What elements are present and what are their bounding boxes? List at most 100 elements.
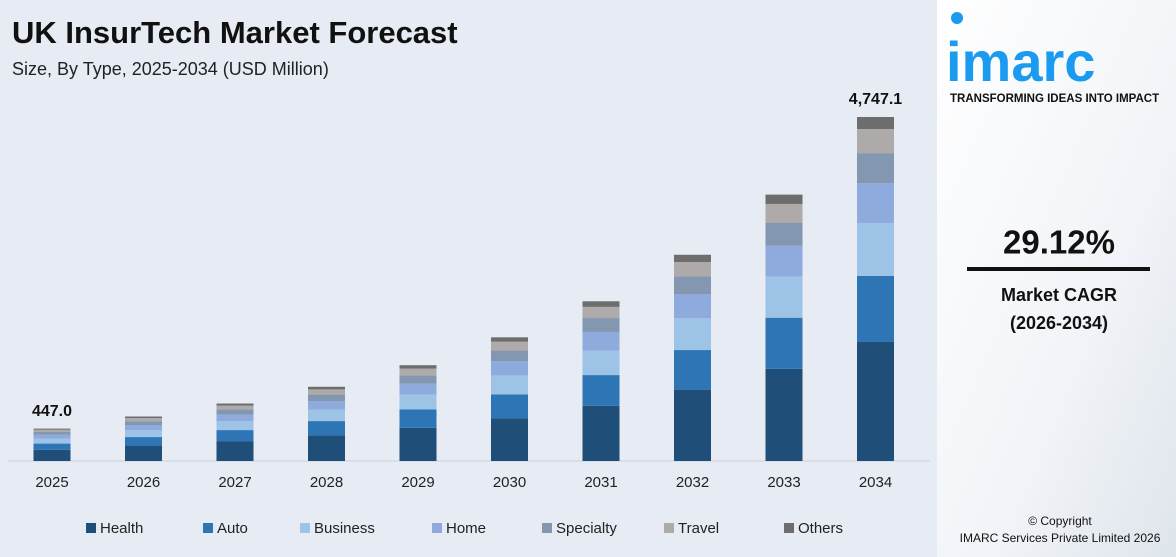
legend-swatch: [784, 523, 794, 533]
legend-label: Specialty: [556, 520, 617, 537]
bar-segment: [216, 441, 254, 461]
chart-title: UK InsurTech Market Forecast: [12, 15, 458, 50]
bar-segment: [857, 183, 894, 223]
bar-segment: [216, 403, 254, 406]
bar-segment: [765, 368, 803, 461]
bar-segment: [765, 203, 803, 223]
bar-segment: [857, 117, 894, 130]
bar-segment: [216, 409, 254, 415]
bar-segment: [33, 429, 71, 433]
bar-segment: [308, 421, 345, 436]
bar-segment: [399, 427, 437, 461]
cagr-label: Market CAGR: [1001, 285, 1117, 305]
bar-segment: [125, 437, 162, 446]
bar-segment: [125, 425, 162, 431]
bar-segment: [125, 430, 162, 438]
bar-segment: [216, 405, 254, 410]
bar-segment: [674, 389, 711, 461]
bar-segment: [399, 394, 437, 410]
bar-segment: [308, 389, 345, 395]
bar-segment: [765, 194, 803, 204]
x-tick-label: 2025: [35, 474, 68, 491]
bar-segment: [399, 409, 437, 428]
bar-segment: [33, 443, 71, 450]
bar-segment: [491, 341, 528, 351]
bar-segment: [674, 350, 711, 390]
bar-segment: [491, 337, 528, 342]
bar-segment: [491, 418, 528, 461]
x-tick-label: 2034: [859, 474, 892, 491]
bar-segment: [399, 365, 437, 369]
legend-swatch: [300, 523, 310, 533]
tagline: TRANSFORMING IDEAS INTO IMPACT: [950, 93, 1159, 105]
bar-segment: [765, 276, 803, 318]
bar-segment: [308, 394, 345, 402]
bar-segment: [857, 222, 894, 276]
x-tick-label: 2033: [767, 474, 800, 491]
copyright: © Copyright: [1028, 514, 1092, 528]
legend-swatch: [664, 523, 674, 533]
bar-segment: [308, 435, 345, 461]
bar-segment: [857, 129, 894, 154]
total-label: 4,747.1: [849, 91, 902, 108]
bar-segment: [582, 350, 620, 376]
bar-segment: [857, 341, 894, 461]
bar-segment: [125, 445, 162, 461]
bar-segment: [674, 276, 711, 295]
bar-segment: [399, 375, 437, 384]
bar-segment: [125, 418, 162, 422]
bar-segment: [674, 254, 711, 262]
x-tick-label: 2032: [676, 474, 709, 491]
cagr-period: (2026-2034): [1010, 313, 1108, 333]
bar-segment: [765, 222, 803, 246]
sidebar-background: [937, 0, 1176, 557]
bar-segment: [33, 432, 71, 435]
bar-segment: [216, 421, 254, 431]
bar-segment: [491, 361, 528, 376]
x-tick-label: 2030: [493, 474, 526, 491]
total-label: 447.0: [32, 403, 72, 420]
bar-segment: [582, 331, 620, 351]
bar-segment: [582, 375, 620, 406]
bar-segment: [33, 438, 71, 444]
x-tick-label: 2026: [127, 474, 160, 491]
bar-segment: [674, 294, 711, 319]
company: IMARC Services Private Limited 2026: [960, 531, 1161, 545]
bar-segment: [33, 449, 71, 461]
bar-segment: [399, 383, 437, 395]
bar-segment: [308, 386, 345, 390]
bar-segment: [308, 401, 345, 410]
bar-segment: [582, 405, 620, 461]
logo-dot: [951, 12, 963, 24]
bar-segment: [216, 414, 254, 422]
bar-segment: [857, 275, 894, 342]
bar-segment: [857, 153, 894, 184]
cagr-value: 29.12%: [1003, 224, 1115, 261]
bar-segment: [125, 421, 162, 426]
bar-segment: [491, 375, 528, 395]
logo: imarc: [946, 30, 1095, 93]
bar-segment: [125, 416, 162, 419]
chart-subtitle: Size, By Type, 2025-2034 (USD Million): [12, 59, 329, 79]
legend-label: Business: [314, 520, 375, 537]
legend-swatch: [542, 523, 552, 533]
x-tick-label: 2029: [401, 474, 434, 491]
legend-swatch: [432, 523, 442, 533]
bar-segment: [582, 318, 620, 332]
bar-segment: [216, 430, 254, 442]
legend-label: Auto: [217, 520, 248, 537]
bar-segment: [582, 301, 620, 307]
bar-segment: [399, 368, 437, 376]
bar-segment: [308, 409, 345, 422]
bar-segment: [491, 350, 528, 362]
bar-segment: [674, 261, 711, 277]
bar-segment: [582, 306, 620, 319]
legend-label: Health: [100, 520, 143, 537]
legend-label: Others: [798, 520, 843, 537]
x-tick-label: 2027: [218, 474, 251, 491]
bar-segment: [674, 318, 711, 351]
legend-swatch: [86, 523, 96, 533]
bar-segment: [765, 317, 803, 369]
